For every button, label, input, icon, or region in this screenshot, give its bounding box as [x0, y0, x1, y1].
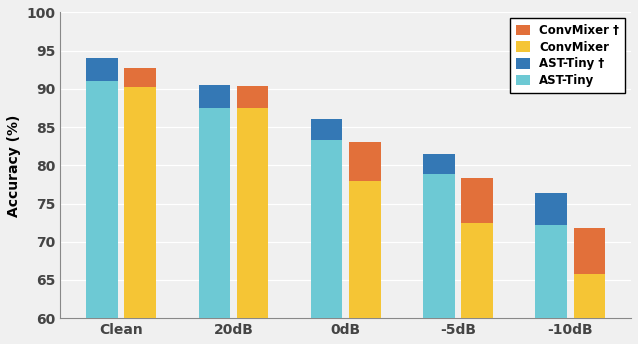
Bar: [198, 108, 230, 318]
Legend: ConvMixer †, ConvMixer, AST-Tiny †, AST-Tiny: ConvMixer †, ConvMixer, AST-Tiny †, AST-…: [510, 18, 625, 93]
Bar: [574, 228, 605, 274]
Bar: [198, 85, 230, 108]
Bar: [349, 181, 380, 318]
Bar: [86, 58, 118, 81]
Bar: [574, 274, 605, 318]
Bar: [461, 223, 493, 318]
Y-axis label: Accuracy (%): Accuracy (%): [7, 114, 21, 216]
Bar: [237, 86, 268, 108]
Bar: [535, 193, 567, 225]
Bar: [124, 87, 156, 318]
Bar: [86, 81, 118, 318]
Bar: [423, 154, 455, 174]
Bar: [535, 225, 567, 318]
Bar: [311, 119, 343, 140]
Bar: [423, 174, 455, 318]
Bar: [461, 178, 493, 223]
Bar: [124, 68, 156, 87]
Bar: [349, 142, 380, 181]
Bar: [311, 140, 343, 318]
Bar: [237, 108, 268, 318]
